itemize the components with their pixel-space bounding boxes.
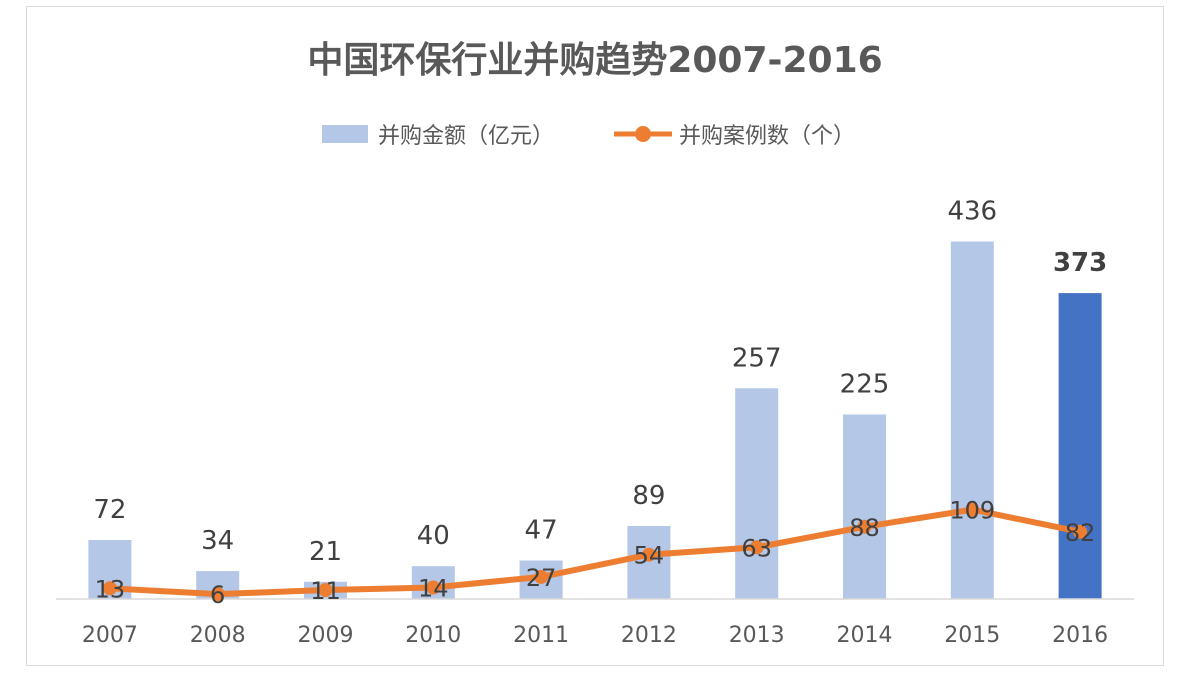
chart-title: 中国环保行业并购趋势2007-2016 [307, 40, 882, 81]
legend-swatch-cases-marker [635, 126, 651, 142]
bar-2016 [1058, 293, 1102, 599]
line-labels: 13 6 11 14 27 54 63 88 109 82 [95, 497, 1096, 610]
line-point-2016 [1073, 524, 1088, 539]
line-label-2011: 27 [526, 564, 557, 592]
bar-2013 [735, 388, 779, 599]
bar-2012 [627, 526, 671, 599]
bar-labels: 72 34 21 40 47 89 257 225 436 373 [93, 197, 1107, 567]
x-tick-2009: 2009 [298, 623, 354, 648]
bar-label-2008: 34 [201, 526, 234, 556]
bar-label-2012: 89 [632, 481, 665, 511]
line-label-2009: 11 [310, 577, 341, 605]
bar-label-2016: 373 [1053, 248, 1107, 278]
bar-label-2013: 257 [732, 343, 782, 373]
legend: 并购金额（亿元） 并购案例数（个） [322, 124, 855, 149]
line-cases [102, 502, 1088, 602]
line-point-2014 [857, 519, 872, 534]
line-point-2012 [641, 547, 656, 562]
line-label-2008: 6 [210, 581, 225, 609]
bar-label-2009: 21 [309, 537, 342, 567]
bar-2015 [950, 241, 994, 599]
line-label-2010: 14 [418, 575, 449, 603]
line-point-2007 [102, 581, 117, 596]
line-point-2009 [318, 583, 333, 597]
line-label-2014: 88 [849, 514, 880, 542]
line-label-2013: 63 [741, 534, 772, 562]
line-point-2013 [749, 540, 764, 555]
x-tick-2007: 2007 [82, 623, 138, 648]
bar-label-2010: 40 [417, 521, 450, 551]
line-point-2011 [534, 569, 549, 584]
x-axis-ticks: 2007 2008 2009 2010 2011 2012 2013 2014 2015 2016 [82, 623, 1108, 648]
line-label-2015: 109 [949, 497, 995, 525]
line-label-2016: 82 [1065, 519, 1096, 547]
line-point-2010 [426, 580, 441, 595]
bar-label-2015: 436 [947, 197, 997, 227]
legend-swatch-amount [322, 125, 368, 143]
legend-label-amount: 并购金额（亿元） [378, 124, 554, 149]
x-tick-2011: 2011 [513, 623, 569, 648]
x-tick-2008: 2008 [190, 623, 246, 648]
line-label-2007: 13 [95, 575, 126, 603]
x-tick-2016: 2016 [1052, 623, 1108, 648]
line-point-2015 [965, 502, 980, 517]
x-tick-2012: 2012 [621, 623, 677, 648]
line-point-2008 [210, 587, 225, 602]
line-label-2012: 54 [634, 542, 665, 570]
bars-amount [88, 241, 1102, 599]
bar-label-2014: 225 [840, 370, 890, 400]
bar-label-2007: 72 [93, 495, 126, 525]
x-tick-2010: 2010 [405, 623, 461, 648]
legend-label-cases: 并购案例数（个） [679, 124, 855, 149]
x-tick-2014: 2014 [837, 623, 893, 648]
bar-label-2011: 47 [525, 516, 558, 546]
x-tick-2015: 2015 [944, 623, 1000, 648]
bar-2014 [843, 414, 886, 599]
x-tick-2013: 2013 [729, 623, 785, 648]
line-cases-path [106, 506, 1084, 598]
